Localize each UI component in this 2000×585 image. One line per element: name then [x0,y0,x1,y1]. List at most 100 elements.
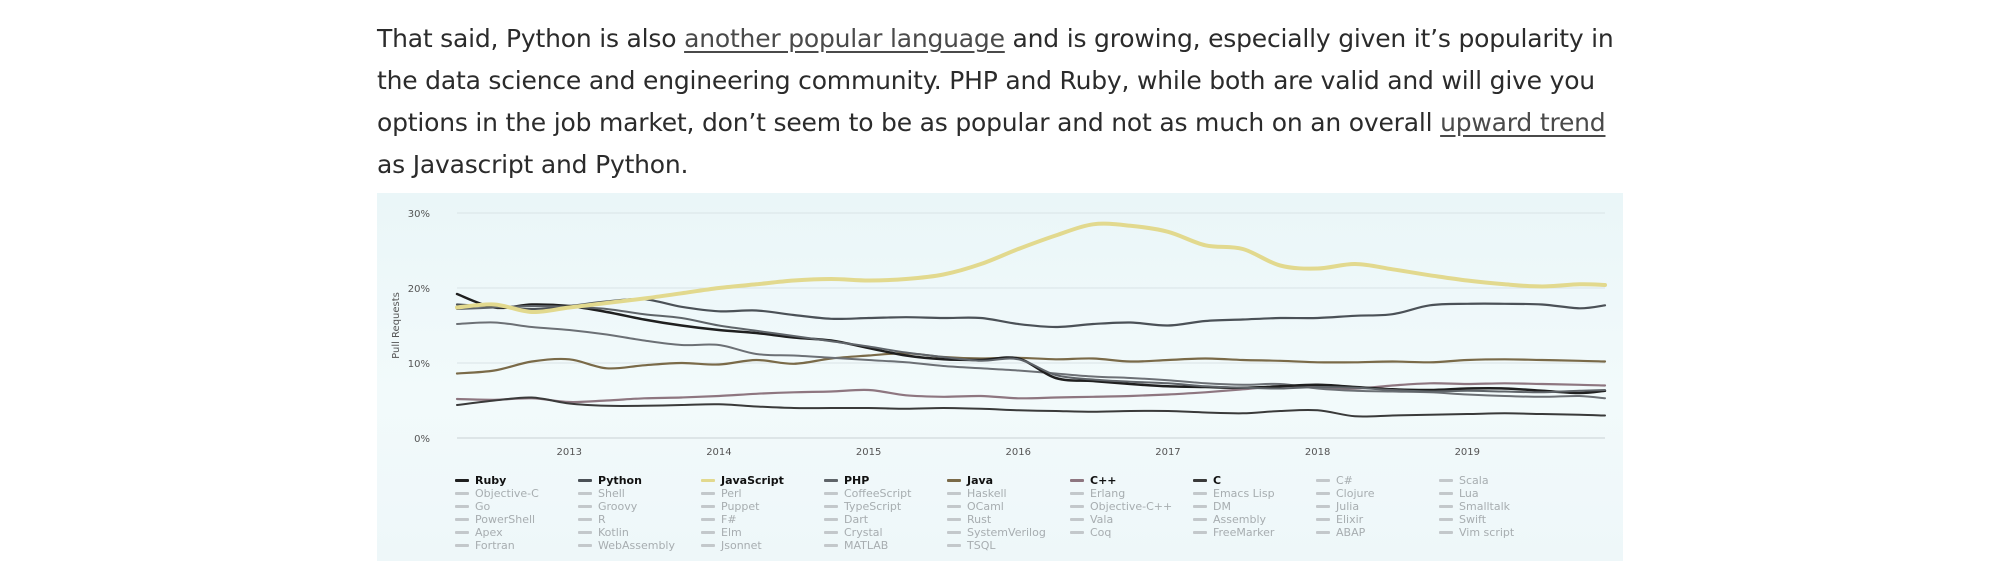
legend-item-javascript[interactable]: JavaScript [701,474,824,487]
legend-swatch [455,518,469,521]
legend-item-julia[interactable]: Julia [1316,500,1439,513]
legend-label: F# [721,513,737,526]
legend-item-matlab[interactable]: MATLAB [824,539,947,552]
legend-item-scala[interactable]: Scala [1439,474,1562,487]
legend-item-freemarker[interactable]: FreeMarker [1193,526,1316,539]
legend-item-objective-c-[interactable]: Objective-C++ [1070,500,1193,513]
legend-item-swift[interactable]: Swift [1439,513,1562,526]
legend-item-php[interactable]: PHP [824,474,947,487]
legend-item-python[interactable]: Python [578,474,701,487]
legend-item-ruby[interactable]: Ruby [455,474,578,487]
legend-item-tsql[interactable]: TSQL [947,539,1070,552]
legend-item-webassembly[interactable]: WebAssembly [578,539,701,552]
legend-item-java[interactable]: Java [947,474,1070,487]
series-line-c [456,396,1606,418]
legend-label: Vim script [1459,526,1515,539]
y-tick-label: 0% [414,434,430,445]
legend-swatch [1316,531,1330,534]
legend-item-r[interactable]: R [578,513,701,526]
legend-item-rust[interactable]: Rust [947,513,1070,526]
legend-item-coffeescript[interactable]: CoffeeScript [824,487,947,500]
legend-swatch [701,518,715,521]
legend-swatch [701,479,715,482]
legend-label: C [1213,474,1222,487]
legend-item-dart[interactable]: Dart [824,513,947,526]
legend-item-jsonnet[interactable]: Jsonnet [701,539,824,552]
legend-item-c-[interactable]: C# [1316,474,1439,487]
another-popular-language-link[interactable]: another popular language [684,24,1005,53]
legend-item-perl[interactable]: Perl [701,487,824,500]
series-line-java [455,352,1607,375]
legend-label: CoffeeScript [844,487,912,500]
legend-swatch [1193,518,1207,521]
legend-swatch [578,505,592,508]
x-tick-label: 2016 [1006,447,1031,458]
legend-swatch [1439,492,1453,495]
legend-label: Lua [1459,487,1479,500]
legend-item-groovy[interactable]: Groovy [578,500,701,513]
legend-label: Objective-C [475,487,539,500]
legend-item-apex[interactable]: Apex [455,526,578,539]
legend-label: Haskell [967,487,1007,500]
legend-item-elixir[interactable]: Elixir [1316,513,1439,526]
legend-item-haskell[interactable]: Haskell [947,487,1070,500]
legend-item-c-[interactable]: C++ [1070,474,1193,487]
legend-swatch [1070,492,1084,495]
legend-swatch [1316,492,1330,495]
legend-item-go[interactable]: Go [455,500,578,513]
series-line-ruby [455,292,1607,395]
legend-item-dm[interactable]: DM [1193,500,1316,513]
legend-swatch [824,479,838,482]
legend-label: Erlang [1090,487,1126,500]
legend-item-typescript[interactable]: TypeScript [824,500,947,513]
legend-item-emacs-lisp[interactable]: Emacs Lisp [1193,487,1316,500]
legend-item-clojure[interactable]: Clojure [1316,487,1439,500]
legend-swatch [1070,531,1084,534]
legend-item-coq[interactable]: Coq [1070,526,1193,539]
legend-swatch [701,492,715,495]
legend-item-c[interactable]: C [1193,474,1316,487]
legend-swatch [824,518,838,521]
legend-label: R [598,513,606,526]
legend-label: Elixir [1336,513,1364,526]
legend-label: Scala [1459,474,1489,487]
legend-label: OCaml [967,500,1004,513]
legend-label: TSQL [967,539,996,552]
legend-item-lua[interactable]: Lua [1439,487,1562,500]
legend-label: Groovy [598,500,638,513]
paragraph-text-3: as Javascript and Python. [377,150,689,179]
legend-swatch [1070,505,1084,508]
legend-item-erlang[interactable]: Erlang [1070,487,1193,500]
legend-item-shell[interactable]: Shell [578,487,701,500]
legend-swatch [578,492,592,495]
legend-item-smalltalk[interactable]: Smalltalk [1439,500,1562,513]
legend-item-fortran[interactable]: Fortran [455,539,578,552]
legend-item-vim-script[interactable]: Vim script [1439,526,1562,539]
legend-label: MATLAB [844,539,889,552]
legend-item-f-[interactable]: F# [701,513,824,526]
legend-swatch [455,492,469,495]
legend-item-vala[interactable]: Vala [1070,513,1193,526]
legend-item-kotlin[interactable]: Kotlin [578,526,701,539]
legend-label: Swift [1459,513,1487,526]
legend-item-ocaml[interactable]: OCaml [947,500,1070,513]
legend-item-elm[interactable]: Elm [701,526,824,539]
legend-item-crystal[interactable]: Crystal [824,526,947,539]
legend-swatch [947,518,961,521]
legend-item-assembly[interactable]: Assembly [1193,513,1316,526]
legend-label: Go [475,500,491,513]
legend-label: Dart [844,513,869,526]
legend-swatch [824,505,838,508]
legend-label: Elm [721,526,742,539]
legend-label: Coq [1090,526,1112,539]
legend-item-powershell[interactable]: PowerShell [455,513,578,526]
legend-item-puppet[interactable]: Puppet [701,500,824,513]
legend-swatch [1439,505,1453,508]
legend-label: Fortran [475,539,515,552]
legend-item-objective-c[interactable]: Objective-C [455,487,578,500]
upward-trend-link[interactable]: upward trend [1440,108,1606,137]
legend-swatch [1193,479,1207,482]
legend-item-systemverilog[interactable]: SystemVerilog [947,526,1070,539]
legend-label: C# [1336,474,1353,487]
legend-item-abap[interactable]: ABAP [1316,526,1439,539]
